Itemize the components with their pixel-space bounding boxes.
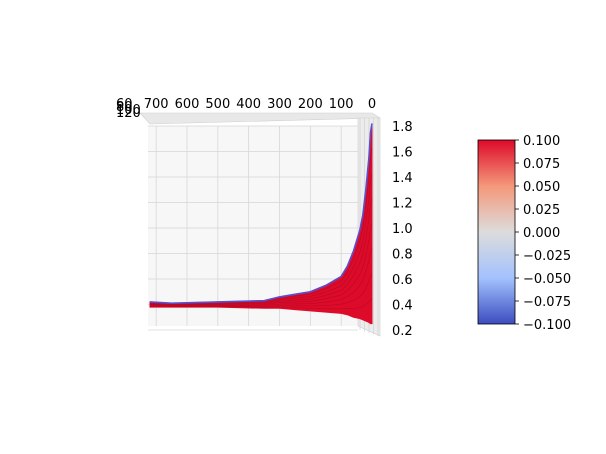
x-tick-label: 600	[175, 97, 200, 112]
surface-mesh-line	[149, 248, 373, 306]
colorbar-tick-label: −0.075	[523, 295, 571, 310]
surface-mesh-line	[149, 298, 373, 310]
y-tick-label: 80	[116, 100, 133, 115]
z-tick-label: 1.0	[392, 222, 413, 237]
z-tick-label: 1.8	[392, 120, 413, 135]
surface-mesh	[149, 148, 373, 310]
colorbar-tick-label: 0.025	[523, 203, 560, 218]
z-tick-label: 0.6	[392, 273, 413, 288]
x-tick-label: 100	[329, 97, 354, 112]
colorbar-tick-label: 0.000	[523, 226, 560, 241]
y-tick-label: 60	[116, 97, 133, 112]
colorbar-tick-labels: 0.100 0.075 0.050 0.025 0.000 −0.025 −0.050 −0.…	[515, 134, 571, 333]
z-tick-label: 1.2	[392, 197, 413, 212]
colorbar-gradient	[477, 139, 516, 325]
y-tick-label: 100	[116, 103, 141, 118]
top-pane	[139, 112, 382, 125]
x-tick-label: 0	[368, 97, 376, 112]
x-tick-label: 500	[205, 97, 230, 112]
z-tick-label: 0.8	[392, 248, 413, 263]
surface-mesh-line	[149, 173, 373, 305]
x-tick-label: 200	[298, 97, 323, 112]
surface-edge-line	[149, 123, 373, 305]
surface-mesh-line	[149, 223, 373, 306]
x-tick-label: 400	[236, 97, 261, 112]
colorbar-tick-label: −0.100	[523, 318, 571, 333]
z-tick-label: 0.2	[392, 324, 413, 339]
colorbar-tick-label: 0.050	[523, 180, 560, 195]
z-tick-label: 1.6	[392, 146, 413, 161]
surface-mesh-line	[149, 148, 373, 305]
colorbar-tick-label: 0.075	[523, 157, 560, 172]
x-axis-tick-labels: 700 600 500 400 300 200 100 0	[144, 97, 376, 112]
colorbar: 0.100 0.075 0.050 0.025 0.000 −0.025 −0.050 −0.…	[477, 134, 571, 333]
z-tick-label: 0.4	[392, 299, 413, 314]
surface-mesh-line	[149, 273, 373, 307]
surface	[149, 123, 373, 325]
colorbar-tick-label: −0.025	[523, 249, 571, 264]
z-axis-tick-labels: 1.8 1.6 1.4 1.2 1.0 0.8 0.6 0.4 0.2	[392, 120, 413, 339]
z-tick-label: 1.4	[392, 171, 413, 186]
y-tick-label: 120	[116, 106, 141, 121]
back-pane	[148, 126, 358, 326]
x-tick-label: 300	[267, 97, 292, 112]
surface-mesh-line	[149, 198, 373, 306]
x-tick-label: 700	[144, 97, 169, 112]
colorbar-tick-label: −0.050	[523, 272, 571, 287]
colorbar-tick-label: 0.100	[523, 134, 560, 149]
